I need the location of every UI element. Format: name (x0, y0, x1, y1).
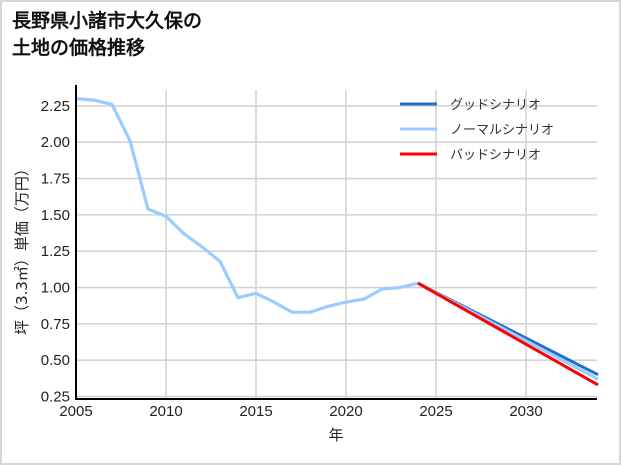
y-tick-label: 0.50 (41, 352, 70, 369)
x-tick-label: 2015 (239, 403, 272, 420)
legend-label: グッドシナリオ (450, 98, 541, 113)
data-lines (75, 97, 599, 387)
y-axis-label: 坪（3.3㎡）単価（万円） (13, 161, 31, 335)
legend-item: バッドシナリオ (400, 148, 541, 163)
y-tick-label: 1.25 (41, 243, 70, 260)
series-line (75, 97, 599, 381)
x-axis-label: 年 (328, 426, 343, 444)
x-tick-label: 2030 (509, 403, 542, 420)
y-tick-label: 2.25 (41, 98, 70, 115)
chart-title: 長野県小諸市大久保の 土地の価格推移 (12, 8, 202, 62)
y-tick-label: 1.00 (41, 280, 70, 297)
y-tick-label: 0.75 (41, 316, 70, 333)
x-tick-label: 2010 (149, 403, 182, 420)
x-tick-label: 2020 (329, 403, 362, 420)
chart-title-line-2: 土地の価格推移 (12, 37, 146, 59)
chart-title-line-1: 長野県小諸市大久保の (12, 10, 203, 32)
axes (75, 85, 597, 400)
legend-label: バッドシナリオ (450, 148, 541, 163)
legend-label: ノーマルシナリオ (450, 123, 554, 138)
x-tick-labels: 2005 2010 2015 2020 2025 2030 (59, 403, 542, 420)
legend-item: ノーマルシナリオ (400, 123, 554, 138)
y-tick-label: 2.00 (41, 134, 70, 151)
y-tick-labels: 0.25 0.50 0.75 1.00 1.25 1.50 1.75 2.00 2.25 (41, 98, 70, 406)
legend-item: グッドシナリオ (400, 98, 541, 113)
x-tick-label: 2025 (419, 403, 452, 420)
series-line (417, 281, 599, 387)
y-tick-label: 0.25 (41, 389, 70, 406)
grid-lines (75, 90, 597, 399)
y-tick-label: 1.50 (41, 207, 70, 224)
y-tick-label: 1.75 (41, 171, 70, 188)
x-tick-label: 2005 (59, 403, 92, 420)
